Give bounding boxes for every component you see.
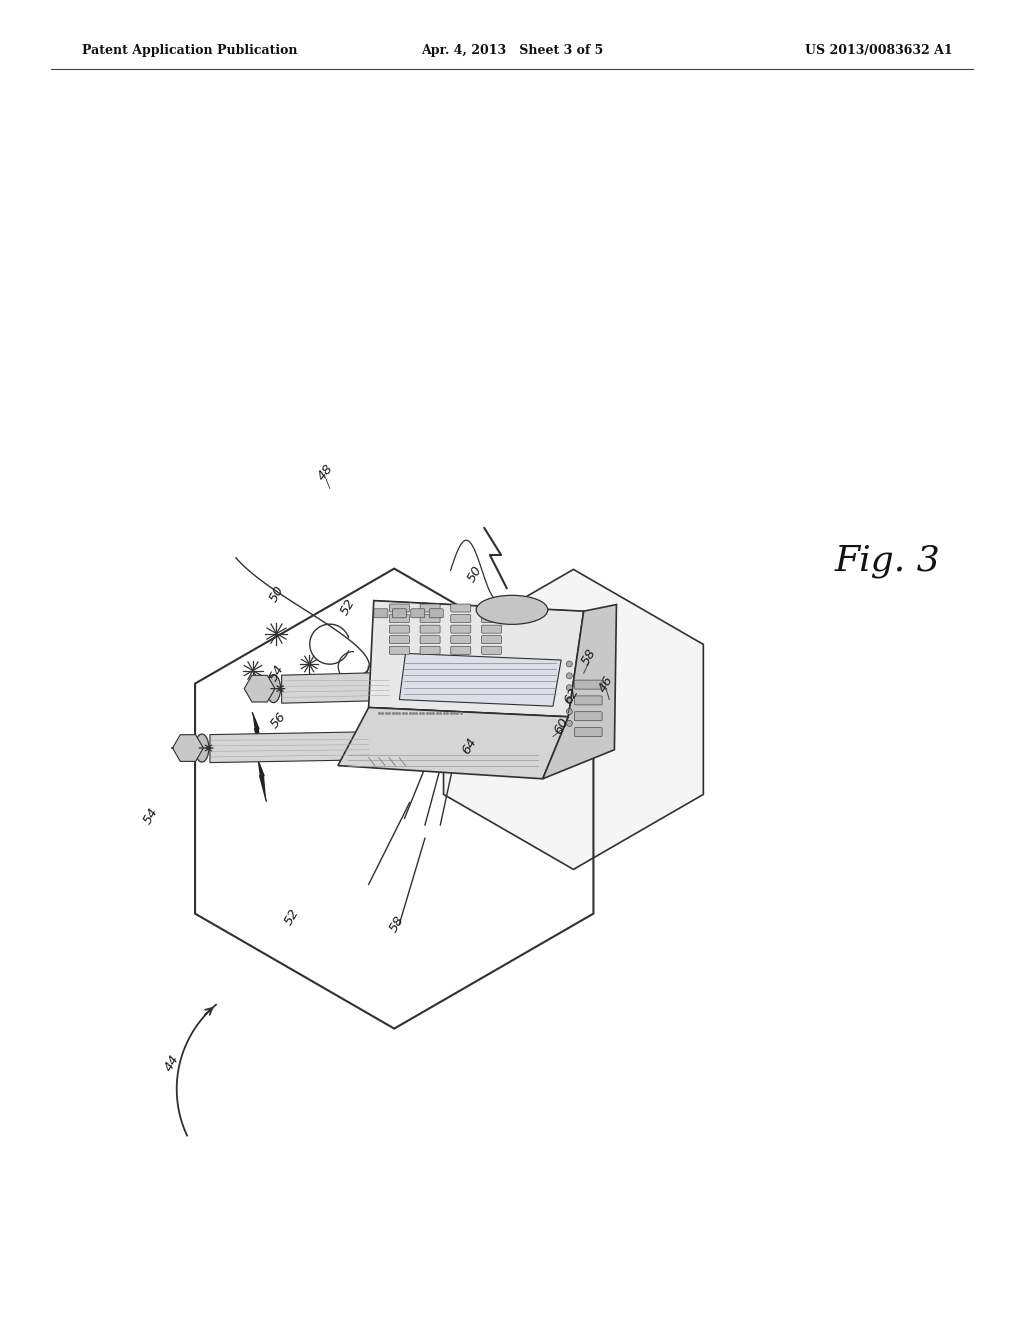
- FancyBboxPatch shape: [574, 680, 602, 689]
- Text: 64: 64: [459, 735, 479, 756]
- Polygon shape: [443, 569, 703, 870]
- Text: 56: 56: [268, 710, 289, 731]
- FancyBboxPatch shape: [481, 626, 502, 634]
- FancyBboxPatch shape: [451, 615, 471, 623]
- Text: Apr. 4, 2013   Sheet 3 of 5: Apr. 4, 2013 Sheet 3 of 5: [421, 44, 603, 57]
- FancyBboxPatch shape: [481, 636, 502, 644]
- FancyBboxPatch shape: [420, 647, 440, 655]
- Ellipse shape: [476, 595, 548, 624]
- Polygon shape: [255, 729, 261, 752]
- Polygon shape: [399, 653, 561, 706]
- Text: 50: 50: [465, 564, 485, 585]
- Circle shape: [566, 673, 572, 678]
- FancyBboxPatch shape: [420, 605, 440, 612]
- Polygon shape: [338, 708, 568, 779]
- Polygon shape: [282, 672, 389, 704]
- FancyBboxPatch shape: [451, 647, 471, 655]
- FancyBboxPatch shape: [451, 626, 471, 634]
- Ellipse shape: [195, 734, 209, 762]
- FancyBboxPatch shape: [429, 609, 443, 618]
- FancyBboxPatch shape: [451, 605, 471, 612]
- Polygon shape: [543, 605, 616, 779]
- Text: 54: 54: [140, 805, 161, 826]
- FancyBboxPatch shape: [574, 727, 602, 737]
- FancyBboxPatch shape: [420, 636, 440, 644]
- FancyBboxPatch shape: [481, 605, 502, 612]
- Polygon shape: [257, 759, 264, 776]
- Ellipse shape: [266, 675, 281, 702]
- Circle shape: [566, 709, 572, 714]
- Polygon shape: [252, 713, 259, 729]
- Text: 54: 54: [266, 663, 287, 684]
- Text: Patent Application Publication: Patent Application Publication: [82, 44, 297, 57]
- Text: 52: 52: [338, 597, 358, 618]
- FancyBboxPatch shape: [451, 636, 471, 644]
- Polygon shape: [260, 776, 266, 801]
- Text: 60: 60: [551, 715, 571, 737]
- FancyBboxPatch shape: [481, 615, 502, 623]
- Text: 58: 58: [579, 647, 599, 668]
- Circle shape: [566, 697, 572, 702]
- FancyBboxPatch shape: [574, 711, 602, 721]
- FancyBboxPatch shape: [389, 647, 410, 655]
- FancyBboxPatch shape: [481, 647, 502, 655]
- Polygon shape: [210, 731, 369, 763]
- FancyBboxPatch shape: [420, 626, 440, 634]
- Circle shape: [566, 661, 572, 667]
- FancyBboxPatch shape: [392, 609, 407, 618]
- FancyBboxPatch shape: [389, 615, 410, 623]
- Text: Fig. 3: Fig. 3: [835, 544, 940, 578]
- Text: 48: 48: [315, 462, 336, 483]
- Circle shape: [566, 685, 572, 690]
- FancyBboxPatch shape: [389, 626, 410, 634]
- Polygon shape: [369, 601, 584, 717]
- FancyBboxPatch shape: [374, 609, 388, 618]
- FancyBboxPatch shape: [411, 609, 425, 618]
- Text: 44: 44: [162, 1052, 182, 1073]
- Text: 58: 58: [387, 913, 408, 935]
- Text: 52: 52: [282, 907, 302, 928]
- FancyBboxPatch shape: [574, 696, 602, 705]
- FancyBboxPatch shape: [389, 605, 410, 612]
- Text: US 2013/0083632 A1: US 2013/0083632 A1: [805, 44, 952, 57]
- FancyBboxPatch shape: [420, 615, 440, 623]
- Text: 62: 62: [561, 685, 582, 706]
- Text: 46: 46: [596, 673, 616, 694]
- FancyBboxPatch shape: [389, 636, 410, 644]
- Circle shape: [566, 721, 572, 726]
- Text: 50: 50: [266, 583, 287, 605]
